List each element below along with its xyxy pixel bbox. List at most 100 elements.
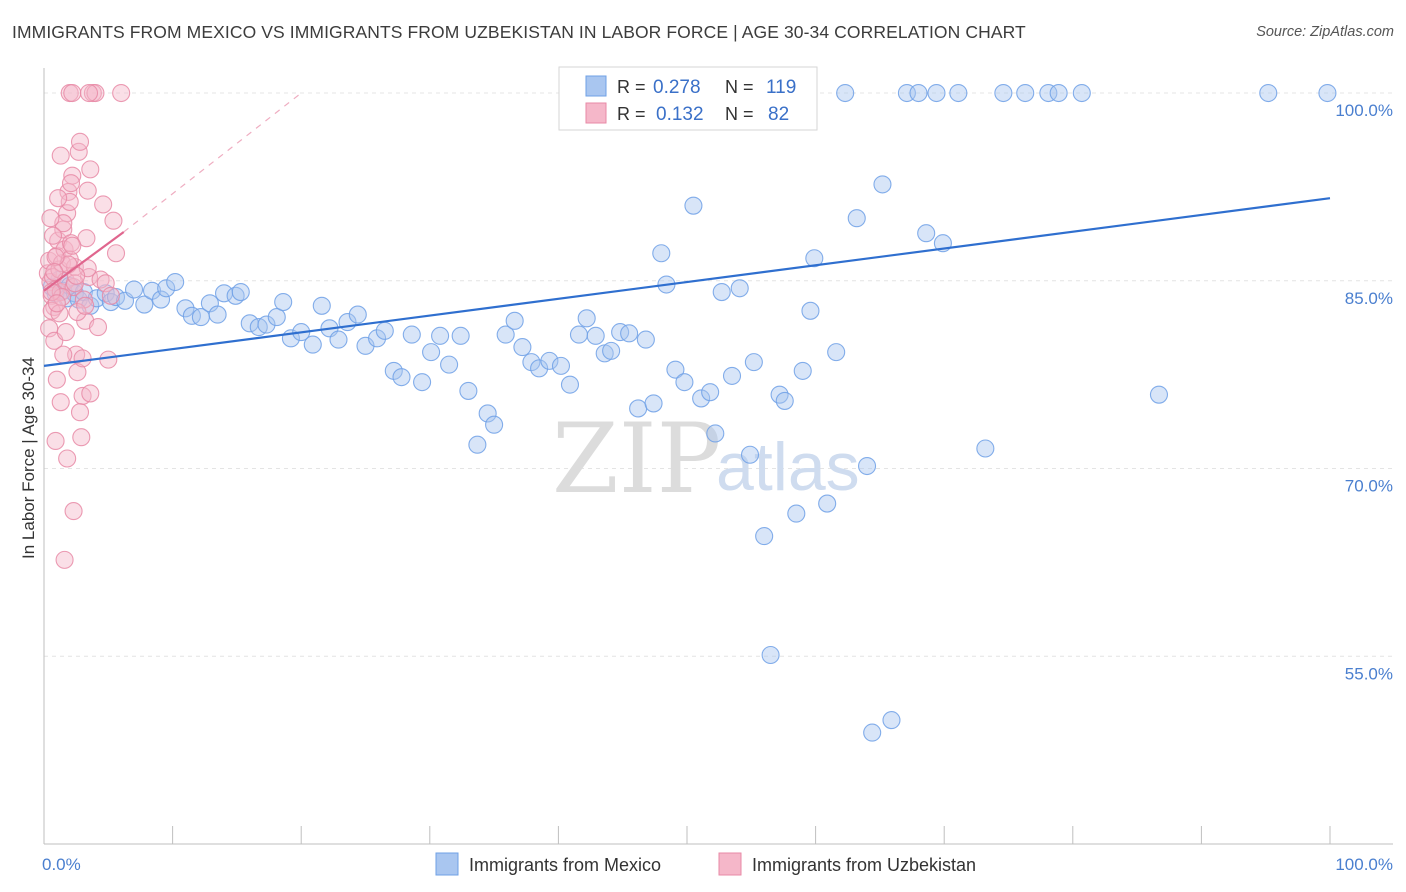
point-mexico-12 (101, 293, 120, 312)
point-uzbekistan-60 (65, 274, 84, 293)
point-uzbekistan-52 (46, 431, 65, 451)
point-uzbekistan-67 (49, 189, 68, 208)
point-mexico-86 (740, 445, 760, 464)
point-mexico-50 (431, 326, 450, 345)
point-mexico-100 (857, 456, 877, 476)
trendline-uzbekistan (43, 231, 125, 292)
point-mexico-115 (1072, 83, 1091, 103)
x-tick-label-min: 0.0% (42, 855, 81, 874)
point-uzbekistan-71 (61, 174, 81, 193)
point-mexico-28 (231, 282, 250, 302)
point-mexico-72 (629, 399, 648, 418)
point-mexico-63 (551, 356, 571, 375)
point-mexico-65 (569, 325, 589, 344)
point-uzbekistan-62 (70, 403, 90, 422)
point-uzbekistan-79 (45, 262, 64, 282)
point-mexico-22 (182, 306, 201, 325)
point-uzbekistan-34 (78, 181, 97, 200)
point-mexico-56 (485, 415, 504, 434)
point-mexico-99 (847, 209, 866, 228)
point-mexico-64 (560, 375, 580, 394)
y-axis-tick-labels: 55.0% 70.0% 85.0% 100.0% (1335, 101, 1393, 683)
point-uzbekistan-80 (47, 294, 66, 313)
legend-r-value-uzbekistan: 0.132 (656, 104, 704, 125)
point-mexico-41 (348, 305, 367, 324)
x-axis-ticks (43, 826, 1331, 844)
y-axis-label: In Labor Force | Age 30-34 (19, 357, 38, 559)
point-mexico-91 (775, 391, 794, 410)
y-tick-label-55: 55.0% (1345, 664, 1393, 683)
point-mexico-11 (96, 284, 115, 303)
point-uzbekistan-26 (68, 363, 87, 382)
legend-n-value-mexico: 119 (766, 77, 796, 98)
point-mexico-67 (586, 326, 605, 345)
trendline-mexico (43, 197, 1331, 367)
point-mexico-92 (787, 504, 806, 523)
point-uzbekistan-41 (94, 195, 113, 214)
point-mexico-83 (712, 282, 731, 302)
legend-n-value-uzbekistan: 82 (768, 104, 789, 125)
point-uzbekistan-43 (99, 350, 118, 369)
point-mexico-62 (540, 351, 559, 370)
point-mexico-71 (620, 324, 639, 343)
legend-r-label-uzbekistan: R = (617, 104, 646, 124)
point-mexico-109 (949, 83, 968, 103)
point-mexico-20 (166, 272, 185, 292)
point-mexico-102 (873, 175, 892, 194)
series-legend-label-uzbekistan: Immigrants from Uzbekistan (752, 855, 976, 875)
point-mexico-48 (413, 373, 432, 392)
point-mexico-51 (440, 355, 459, 374)
point-mexico-53 (459, 381, 478, 400)
point-mexico-101 (863, 723, 882, 742)
y-tick-label-70: 70.0% (1345, 477, 1393, 496)
point-uzbekistan-57 (56, 323, 75, 342)
point-uzbekistan-53 (47, 370, 66, 389)
point-mexico-32 (267, 308, 286, 327)
point-mexico-84 (722, 366, 742, 385)
point-mexico-93 (793, 361, 812, 380)
point-uzbekistan-28 (70, 132, 90, 151)
point-uzbekistan-20 (60, 192, 79, 211)
point-mexico-19 (157, 279, 176, 298)
point-mexico-47 (402, 325, 421, 344)
series-legend-label-mexico: Immigrants from Mexico (469, 855, 661, 875)
point-mexico-18 (151, 290, 171, 309)
point-mexico-113 (1039, 83, 1058, 103)
legend-swatch-uzbekistan (585, 102, 607, 124)
legend-n-label-mexico: N = (725, 77, 754, 97)
point-mexico-77 (666, 360, 685, 379)
series-legend-swatch-mexico (435, 852, 459, 876)
point-mexico-78 (675, 373, 694, 392)
point-mexico-25 (208, 305, 227, 324)
series-legend-swatch-uzbekistan (718, 852, 742, 876)
point-mexico-87 (744, 353, 763, 372)
point-mexico-81 (701, 383, 720, 402)
point-mexico-44 (375, 321, 394, 340)
watermark-atlas: atlas (716, 429, 860, 505)
point-uzbekistan-44 (101, 286, 120, 305)
point-mexico-58 (505, 311, 524, 330)
point-mexico-39 (329, 330, 348, 349)
point-mexico-49 (422, 343, 441, 362)
legend-r-value-mexico: 0.278 (653, 77, 701, 98)
point-mexico-85 (730, 279, 749, 298)
point-mexico-66 (577, 309, 596, 328)
legend-swatch-mexico (585, 75, 607, 97)
point-mexico-112 (1016, 83, 1035, 103)
point-mexico-33 (274, 293, 293, 312)
point-uzbekistan-49 (58, 449, 77, 468)
point-uzbekistan-50 (64, 502, 83, 521)
point-mexico-52 (451, 326, 470, 345)
point-uzbekistan-66 (81, 160, 100, 179)
point-mexico-31 (257, 315, 276, 334)
point-mexico-110 (976, 439, 995, 458)
point-mexico-105 (909, 83, 928, 103)
point-mexico-55 (478, 404, 497, 423)
point-mexico-57 (496, 325, 515, 344)
y-tick-label-85: 85.0% (1345, 289, 1393, 308)
point-mexico-95 (805, 249, 824, 268)
point-mexico-117 (1259, 83, 1278, 103)
point-uzbekistan-36 (81, 384, 100, 403)
trendline-uzbekistan-extension (123, 92, 302, 233)
point-uzbekistan-33 (77, 229, 96, 248)
